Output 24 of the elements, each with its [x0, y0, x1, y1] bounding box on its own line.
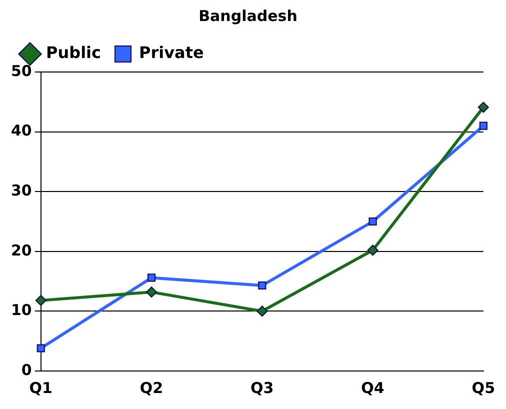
- x-tick-label: Q5: [472, 378, 496, 397]
- y-tick-label: 40: [11, 122, 32, 140]
- legend-label: Public: [46, 43, 102, 62]
- point: [258, 281, 266, 290]
- point: [147, 274, 156, 282]
- x-tick-label: Q4: [361, 378, 384, 397]
- chart-title: Bangladesh: [198, 6, 298, 25]
- y-tick-label: 50: [11, 62, 32, 80]
- point: [478, 102, 489, 113]
- y-tick-label: 0: [21, 360, 32, 379]
- x-tick-label: Q2: [140, 378, 164, 397]
- x-tick-label: Q1: [29, 378, 52, 397]
- y-tick-label: 30: [11, 181, 32, 200]
- point: [146, 286, 158, 298]
- y-tick-label: 20: [11, 241, 32, 260]
- point: [256, 306, 268, 317]
- legend-label: Private: [139, 43, 204, 62]
- point: [36, 344, 45, 352]
- point: [479, 122, 488, 130]
- point: [367, 244, 378, 256]
- y-tick-label: 10: [11, 301, 32, 320]
- point: [368, 217, 377, 226]
- point: [35, 294, 46, 306]
- x-tick-label: Q3: [250, 378, 274, 397]
